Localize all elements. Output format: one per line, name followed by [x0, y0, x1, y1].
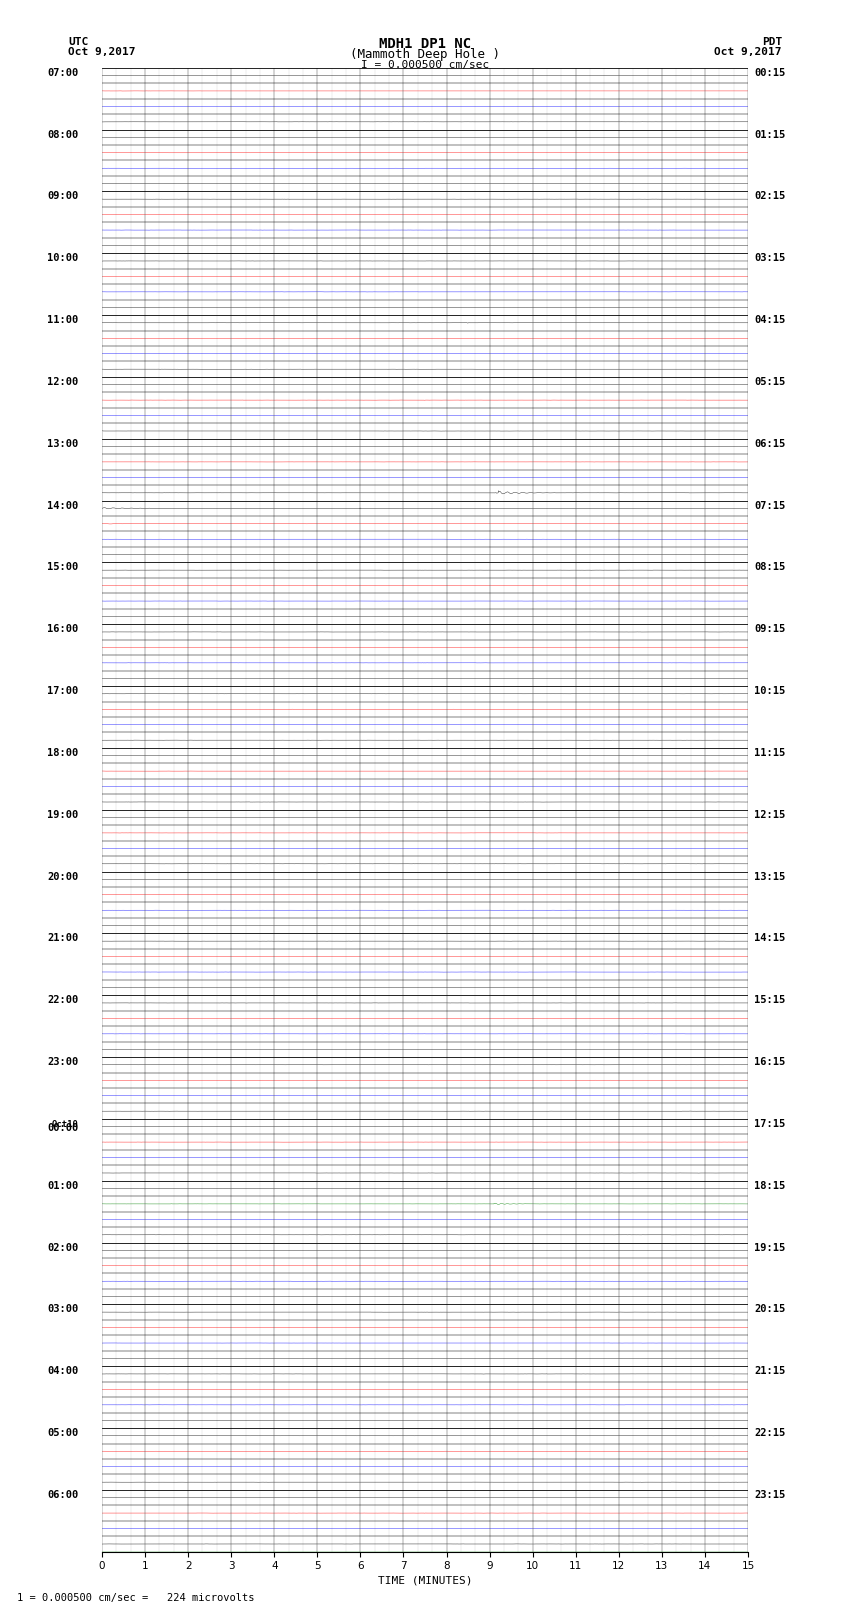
Text: Oct 9,2017: Oct 9,2017 — [715, 47, 782, 56]
Text: 10:00: 10:00 — [47, 253, 78, 263]
Text: 04:15: 04:15 — [755, 315, 785, 326]
Text: 10:15: 10:15 — [755, 686, 785, 697]
Text: 1 = 0.000500 cm/sec =   224 microvolts: 1 = 0.000500 cm/sec = 224 microvolts — [17, 1594, 254, 1603]
Text: 20:15: 20:15 — [755, 1305, 785, 1315]
Text: (Mammoth Deep Hole ): (Mammoth Deep Hole ) — [350, 48, 500, 61]
Text: 18:00: 18:00 — [47, 748, 78, 758]
Text: 20:00: 20:00 — [47, 871, 78, 882]
Text: 00:00: 00:00 — [47, 1123, 78, 1134]
Text: 22:15: 22:15 — [755, 1428, 785, 1439]
Text: 02:00: 02:00 — [47, 1242, 78, 1253]
Text: 01:00: 01:00 — [47, 1181, 78, 1190]
Text: Oct10: Oct10 — [52, 1119, 78, 1129]
Text: 21:00: 21:00 — [47, 934, 78, 944]
Text: 23:00: 23:00 — [47, 1057, 78, 1068]
Text: PDT: PDT — [762, 37, 782, 47]
Text: 03:15: 03:15 — [755, 253, 785, 263]
X-axis label: TIME (MINUTES): TIME (MINUTES) — [377, 1576, 473, 1586]
Text: 11:00: 11:00 — [47, 315, 78, 326]
Text: 04:00: 04:00 — [47, 1366, 78, 1376]
Text: 06:00: 06:00 — [47, 1490, 78, 1500]
Text: 09:00: 09:00 — [47, 192, 78, 202]
Text: 12:15: 12:15 — [755, 810, 785, 819]
Text: 21:15: 21:15 — [755, 1366, 785, 1376]
Text: 15:15: 15:15 — [755, 995, 785, 1005]
Text: UTC: UTC — [68, 37, 88, 47]
Text: 02:15: 02:15 — [755, 192, 785, 202]
Text: 07:00: 07:00 — [47, 68, 78, 77]
Text: 13:00: 13:00 — [47, 439, 78, 448]
Text: 05:00: 05:00 — [47, 1428, 78, 1439]
Text: Oct 9,2017: Oct 9,2017 — [68, 47, 135, 56]
Text: I = 0.000500 cm/sec: I = 0.000500 cm/sec — [361, 60, 489, 69]
Text: 14:00: 14:00 — [47, 500, 78, 511]
Text: 16:00: 16:00 — [47, 624, 78, 634]
Text: 19:15: 19:15 — [755, 1242, 785, 1253]
Text: MDH1 DP1 NC: MDH1 DP1 NC — [379, 37, 471, 52]
Text: 03:00: 03:00 — [47, 1305, 78, 1315]
Text: 22:00: 22:00 — [47, 995, 78, 1005]
Text: 12:00: 12:00 — [47, 377, 78, 387]
Text: 23:15: 23:15 — [755, 1490, 785, 1500]
Text: 06:15: 06:15 — [755, 439, 785, 448]
Text: 13:15: 13:15 — [755, 871, 785, 882]
Text: 00:15: 00:15 — [755, 68, 785, 77]
Text: 07:15: 07:15 — [755, 500, 785, 511]
Text: 17:15: 17:15 — [755, 1119, 785, 1129]
Text: 08:00: 08:00 — [47, 129, 78, 140]
Text: 01:15: 01:15 — [755, 129, 785, 140]
Text: 19:00: 19:00 — [47, 810, 78, 819]
Text: 15:00: 15:00 — [47, 563, 78, 573]
Text: 17:00: 17:00 — [47, 686, 78, 697]
Text: 18:15: 18:15 — [755, 1181, 785, 1190]
Text: 16:15: 16:15 — [755, 1057, 785, 1068]
Text: 09:15: 09:15 — [755, 624, 785, 634]
Text: 14:15: 14:15 — [755, 934, 785, 944]
Text: 11:15: 11:15 — [755, 748, 785, 758]
Text: 08:15: 08:15 — [755, 563, 785, 573]
Text: 05:15: 05:15 — [755, 377, 785, 387]
